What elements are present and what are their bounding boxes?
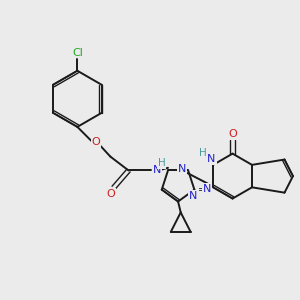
Text: N: N <box>153 166 161 176</box>
Text: O: O <box>92 137 100 147</box>
Text: H: H <box>199 148 206 158</box>
Text: Cl: Cl <box>72 48 83 58</box>
Text: H: H <box>158 158 165 168</box>
Text: O: O <box>106 189 115 199</box>
Text: N: N <box>207 154 216 164</box>
Text: N: N <box>189 191 197 201</box>
Text: N: N <box>203 184 212 194</box>
Text: N: N <box>178 164 186 174</box>
Text: O: O <box>228 129 237 139</box>
Text: =: = <box>198 185 206 195</box>
